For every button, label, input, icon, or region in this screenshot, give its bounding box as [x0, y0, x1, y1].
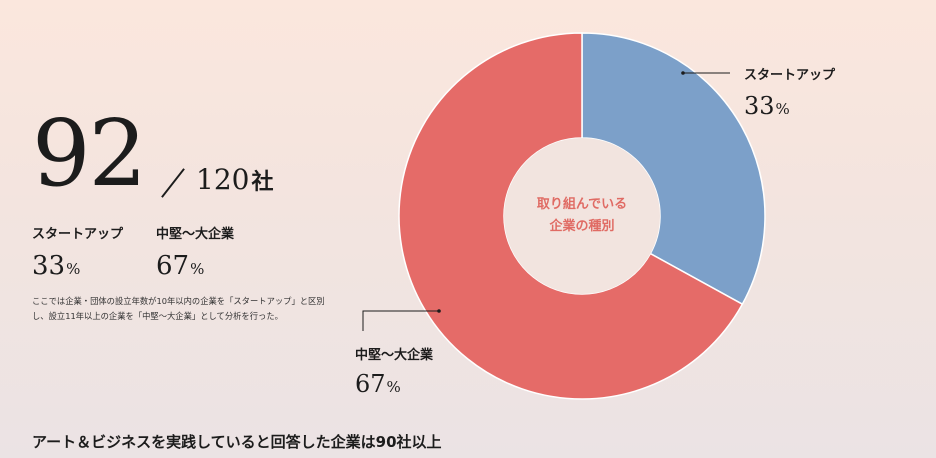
definition-note: ここでは企業・団体の設立年数が10年以内の企業を「スタートアップ」と区別し、設立… — [32, 296, 325, 321]
stat-label-startup: スタートアップ — [32, 227, 124, 242]
total-number: 120 — [196, 163, 250, 196]
slice-value-startup: 33% — [744, 94, 790, 118]
stat-number-startup: 33 — [32, 251, 66, 281]
stat-unit-enterprise: % — [190, 260, 205, 278]
footer-caption: アート＆ビジネスを実践していると回答した企業は90社以上 — [32, 433, 442, 451]
stat-value-startup: 33% — [32, 253, 80, 279]
center-anchor — [504, 138, 660, 294]
slice-unit-enterprise: % — [386, 378, 401, 396]
stat-unit-startup: % — [66, 260, 81, 278]
stat-number-enterprise: 67 — [156, 251, 190, 281]
stat-value-enterprise: 67% — [156, 253, 204, 279]
donut-center-label: 取り組んでいる 企業の種別 — [512, 194, 652, 238]
slice-label-startup: スタートアップ — [744, 68, 836, 83]
center-label-line-1: 取り組んでいる — [536, 197, 628, 212]
respondent-count: 92 — [32, 100, 147, 207]
callout-dot-enterprise — [437, 309, 441, 313]
slice-unit-startup: % — [775, 100, 790, 118]
stat-label-enterprise: 中堅〜大企業 — [156, 227, 235, 242]
slice-number-startup: 33 — [744, 92, 775, 120]
slice-number-enterprise: 67 — [355, 370, 386, 398]
total-count: 120社 — [196, 166, 273, 194]
callout-line-enterprise — [362, 310, 439, 331]
center-label-line-2: 企業の種別 — [549, 219, 615, 234]
slice-value-enterprise: 67% — [355, 372, 401, 396]
slice-label-enterprise: 中堅〜大企業 — [355, 348, 434, 363]
callout-dot-startup — [681, 71, 685, 75]
total-unit: 社 — [251, 170, 274, 195]
